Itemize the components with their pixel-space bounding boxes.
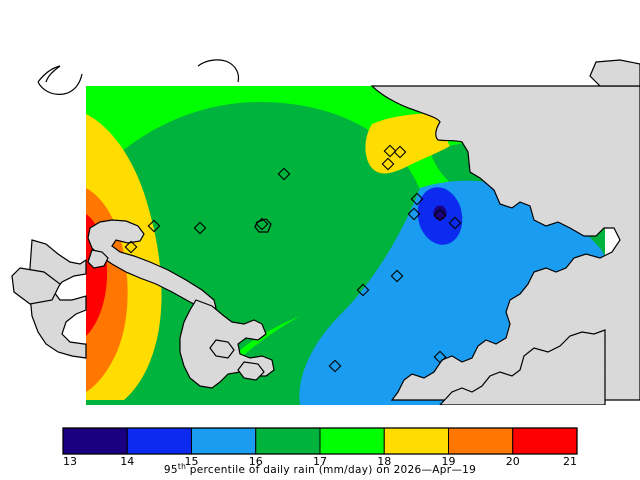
station-diamond-marker[interactable] — [407, 207, 421, 221]
station-diamond-marker[interactable] — [410, 192, 424, 206]
land-outside-topright — [589, 59, 640, 87]
colorbar-svg[interactable]: 13 14 15 16 17 18 19 20 21 95th percentile of da… — [0, 422, 640, 480]
map-container[interactable] — [0, 0, 640, 412]
station-diamond-marker[interactable] — [328, 359, 342, 373]
colorbar-swatch-19-20[interactable] — [448, 427, 514, 455]
land-inlet-notch — [87, 249, 109, 269]
station-diamond-marker[interactable] — [383, 144, 397, 158]
station-diamond-marker[interactable] — [433, 208, 447, 222]
land-island-b — [237, 361, 265, 381]
colorbar-caption: 95th percentile of daily rain (mm/day) o… — [164, 462, 476, 476]
colorbar-swatch-18-19[interactable] — [383, 427, 449, 455]
station-diamond-marker[interactable] — [393, 145, 407, 159]
colorbar-tick-21: 21 — [563, 455, 577, 468]
station-diamond-marker[interactable] — [193, 221, 207, 235]
colorbar-swatch-14-15[interactable] — [126, 427, 192, 455]
contour-map-svg[interactable] — [0, 0, 640, 412]
colorbar-tick-13: 13 — [63, 455, 77, 468]
colorbar-swatch-15-16[interactable] — [191, 427, 257, 455]
colorbar-swatch-13-14[interactable] — [62, 427, 128, 455]
colorbar-tick-15: 15 — [185, 455, 199, 468]
land-southeast-strip — [438, 329, 606, 406]
contour-band-16-17 — [86, 101, 426, 405]
coastline-fragment-topleft — [37, 65, 61, 83]
colorbar-tick-14: 14 — [120, 455, 134, 468]
station-diamond-marker[interactable] — [390, 269, 404, 283]
coastline-fragment-topleft-2 — [37, 73, 83, 95]
colorbar-swatches[interactable] — [62, 427, 578, 455]
station-diamond-marker[interactable] — [433, 350, 447, 364]
station-diamond-marker[interactable] — [124, 240, 138, 254]
colorbar-swatch-16-17[interactable] — [255, 427, 321, 455]
contour-band-13-14 — [433, 205, 447, 221]
colorbar-tick-18: 18 — [377, 455, 391, 468]
coastline-fragment-topcenter — [197, 59, 240, 83]
colorbar-container[interactable]: 13 14 15 16 17 18 19 20 21 95th percentile of da… — [0, 422, 640, 480]
colorbar-tick-16: 16 — [249, 455, 263, 468]
colorbar-swatch-17-18[interactable] — [319, 427, 385, 455]
station-diamond-marker[interactable] — [448, 216, 462, 230]
land-island-a — [209, 339, 235, 359]
colorbar-swatch-20-21[interactable] — [512, 427, 578, 455]
colorbar-border — [62, 427, 578, 455]
land-outside-island — [11, 267, 61, 305]
land-mainland-ne — [370, 85, 640, 401]
station-diamond-marker[interactable] — [356, 283, 370, 297]
lake-central — [254, 218, 272, 233]
colorbar-tick-labels: 13 14 15 16 17 18 19 20 21 — [63, 455, 577, 468]
land-masses — [0, 59, 640, 412]
colorbar-tick-19: 19 — [442, 455, 456, 468]
station-diamond-marker[interactable] — [255, 217, 269, 231]
station-diamond-marker[interactable] — [277, 167, 291, 181]
station-markers[interactable] — [124, 144, 462, 373]
below-plot-fill — [0, 405, 640, 412]
land-west-inlet — [87, 219, 217, 311]
station-diamond-marker[interactable] — [147, 219, 161, 233]
station-diamond-marker[interactable] — [381, 157, 395, 171]
colorbar-tick-20: 20 — [506, 455, 520, 468]
colorbar-tick-17: 17 — [313, 455, 327, 468]
land-outside-west — [29, 239, 87, 359]
